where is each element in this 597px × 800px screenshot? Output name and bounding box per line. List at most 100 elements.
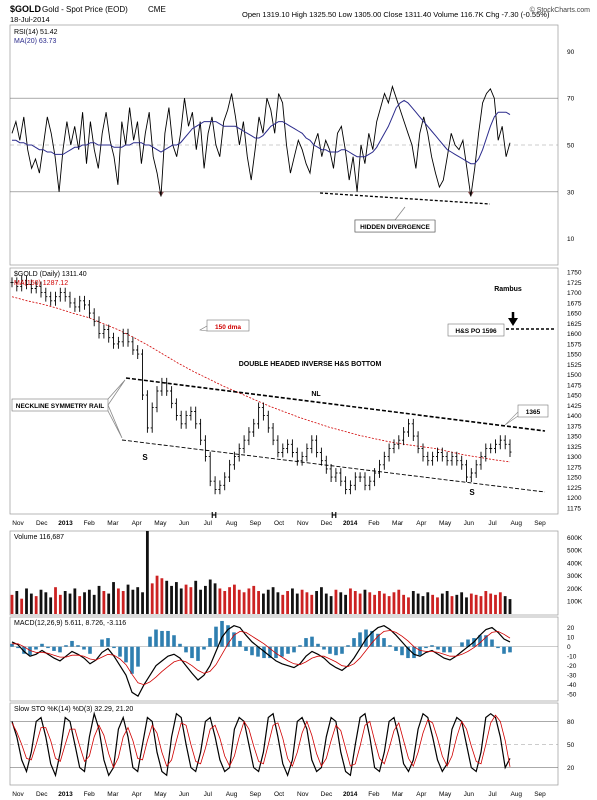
x-tick-label: Mar (392, 520, 404, 527)
volume-bar (87, 589, 91, 614)
y-tick-label: 500K (567, 548, 583, 555)
header-symbol: $GOLD (10, 4, 42, 14)
macd-histogram-bar (406, 646, 410, 659)
volume-bar (455, 594, 459, 614)
macd-histogram-bar (274, 646, 278, 659)
label-left-shoulder: S (142, 453, 148, 462)
macd-histogram-bar (412, 646, 416, 659)
volume-bar (155, 575, 159, 614)
y-tick-label: 90 (567, 49, 575, 56)
sto-legend: Slow STO %K(14) %D(3) 32.29, 21.20 (14, 706, 133, 713)
macd-histogram-bar (382, 638, 386, 647)
volume-bar (411, 591, 415, 614)
macd-histogram-bar (214, 626, 218, 647)
x-tick-label: May (439, 791, 452, 798)
x-tick-label: Nov (12, 520, 24, 527)
volume-bar (68, 593, 72, 614)
volume-bar (58, 594, 62, 614)
volume-bar (208, 579, 212, 614)
macd-histogram-bar (394, 646, 398, 651)
price-panel: 1175 1200 1225 1250 1275 1300 1325 1350 1375 1400… (9, 267, 582, 520)
volume-bar (368, 592, 372, 614)
x-tick-label: Sep (534, 520, 546, 527)
volume-bar (136, 587, 140, 614)
x-tick-label: 2013 (58, 520, 73, 527)
volume-bar (392, 592, 396, 614)
macd-histogram-bar (220, 620, 224, 647)
x-tick-label: Sep (534, 791, 546, 798)
sto-panel: 20 50 80 Slow STO %K(14) %D(3) 32.29, 21.2… (9, 702, 575, 786)
macd-histogram-bar (460, 642, 464, 647)
volume-bar (295, 593, 299, 614)
x-tick-label: Aug (226, 520, 238, 527)
volume-bar (15, 591, 19, 614)
x-tick-label: Mar (107, 520, 119, 527)
macd-histogram-bar (370, 630, 374, 647)
volume-bar (387, 596, 391, 614)
y-tick-label: 1475 (567, 382, 582, 389)
x-tick-label: Jul (488, 791, 497, 798)
x-tick-label: Jun (464, 791, 475, 798)
macd-histogram-bar (40, 643, 44, 647)
macd-histogram-bar (154, 629, 158, 647)
x-tick-label: Jun (179, 520, 190, 527)
x-tick-label: Apr (416, 791, 427, 798)
y-tick-label: 1750 (567, 270, 582, 277)
y-tick-label: 1650 (567, 311, 582, 318)
macd-histogram-bar (130, 646, 134, 674)
macd-histogram-bar (22, 646, 26, 654)
macd-histogram-bar (436, 646, 440, 650)
volume-bar (324, 593, 328, 614)
hidden-divergence-label: HIDDEN DIVERGENCE (360, 224, 430, 231)
macd-histogram-bar (70, 640, 74, 647)
price-legend: $GOLD (Daily) 1311.40 (14, 271, 87, 278)
macd-histogram-bar (148, 636, 152, 647)
sto-d-line (11, 714, 511, 769)
volume-panel: 100K 200K 300K 400K 500K 600K Volume 116,687 (9, 530, 583, 616)
volume-bar (503, 596, 507, 614)
volume-bar (479, 596, 483, 614)
macd-histogram-bar (298, 645, 302, 647)
ma150-legend: MA(150) 1287.12 (14, 280, 68, 287)
volume-bar (397, 589, 401, 614)
macd-panel: -50 -40 -30 -20 -10 0 10 20 MACD(12,26,9) 5.611… (9, 616, 577, 702)
macd-histogram-bar (364, 629, 368, 647)
x-tick-label: Dec (36, 791, 48, 798)
macd-histogram-bar (160, 630, 164, 647)
volume-bar (112, 582, 115, 614)
x-tick-label: Nov (12, 791, 24, 798)
volume-bar (218, 588, 222, 614)
macd-histogram-bar (376, 633, 380, 647)
macd-histogram-bar (496, 646, 500, 649)
volume-bar (78, 596, 82, 614)
macd-legend: MACD(12,26,9) 5.611, 8.726, -3.116 (14, 620, 126, 627)
macd-histogram-bar (226, 625, 230, 647)
x-tick-label: Aug (510, 791, 522, 798)
x-tick-label: Mar (107, 791, 119, 798)
volume-bar (315, 591, 319, 614)
y-tick-label: 300K (567, 573, 583, 580)
volume-bar (353, 591, 357, 614)
macd-histogram-bar (268, 646, 272, 659)
volume-bar (320, 587, 323, 614)
y-tick-label: 400K (567, 560, 583, 567)
y-tick-label: 1275 (567, 464, 582, 471)
header-date: 18-Jul-2014 (10, 15, 50, 24)
x-tick-label: Apr (416, 520, 427, 527)
label-right-shoulder: S (469, 488, 475, 497)
header-ohlc: Open 1319.10 High 1325.50 Low 1305.00 Cl… (242, 10, 550, 19)
macd-histogram-bar (418, 646, 422, 656)
macd-histogram-bar (76, 645, 80, 647)
volume-bar (344, 594, 348, 614)
x-tick-label: Jul (204, 520, 213, 527)
volume-bar (213, 583, 217, 614)
macd-histogram-bar (256, 646, 260, 657)
macd-signal-line (12, 630, 511, 686)
macd-histogram-bar (184, 646, 188, 653)
macd-histogram-bar (346, 645, 350, 647)
rsi-ma-line (12, 99, 511, 165)
volume-bar (450, 596, 454, 614)
volume-bar (92, 594, 96, 614)
volume-bar (237, 589, 241, 614)
x-tick-label: Sep (249, 791, 261, 798)
